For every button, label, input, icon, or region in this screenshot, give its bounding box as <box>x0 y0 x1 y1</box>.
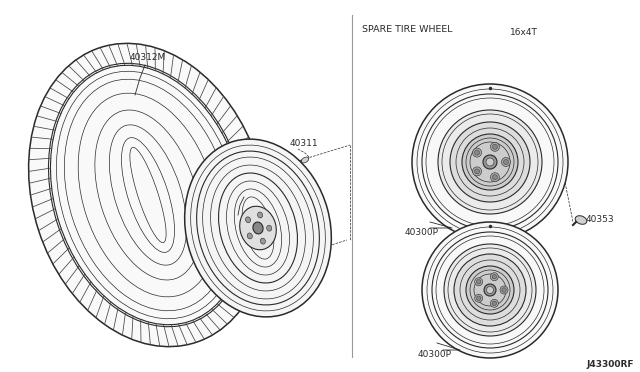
Ellipse shape <box>438 110 542 214</box>
Ellipse shape <box>450 122 530 202</box>
Text: 17x4T: 17x4T <box>510 210 538 219</box>
Ellipse shape <box>444 244 536 336</box>
Ellipse shape <box>502 157 511 167</box>
Ellipse shape <box>490 273 499 281</box>
Text: 40300P: 40300P <box>405 228 439 237</box>
Ellipse shape <box>476 296 481 301</box>
Ellipse shape <box>486 158 494 166</box>
Ellipse shape <box>422 222 558 358</box>
Ellipse shape <box>483 155 497 169</box>
Ellipse shape <box>253 222 263 234</box>
Text: 40311: 40311 <box>290 139 319 148</box>
Ellipse shape <box>260 238 266 244</box>
Ellipse shape <box>240 206 276 250</box>
Ellipse shape <box>492 275 497 279</box>
Ellipse shape <box>472 148 481 157</box>
Text: 40353: 40353 <box>586 215 614 224</box>
Ellipse shape <box>490 173 499 182</box>
Ellipse shape <box>490 299 499 307</box>
Ellipse shape <box>500 286 508 294</box>
Ellipse shape <box>267 225 272 231</box>
Ellipse shape <box>476 280 481 284</box>
Ellipse shape <box>474 169 479 174</box>
Ellipse shape <box>575 216 587 224</box>
Ellipse shape <box>472 167 481 176</box>
Ellipse shape <box>475 278 483 286</box>
Ellipse shape <box>502 288 506 292</box>
Text: 40300P: 40300P <box>222 186 256 195</box>
Ellipse shape <box>492 175 497 180</box>
Ellipse shape <box>462 134 518 190</box>
Ellipse shape <box>454 254 526 326</box>
Ellipse shape <box>29 44 268 347</box>
Ellipse shape <box>185 139 332 317</box>
Ellipse shape <box>492 301 497 305</box>
Ellipse shape <box>504 160 509 164</box>
Ellipse shape <box>474 150 479 155</box>
Ellipse shape <box>475 294 483 302</box>
Text: 40300P: 40300P <box>418 350 452 359</box>
Ellipse shape <box>484 284 496 296</box>
Ellipse shape <box>412 84 568 240</box>
Ellipse shape <box>301 157 308 163</box>
Ellipse shape <box>490 142 499 151</box>
Ellipse shape <box>246 217 251 223</box>
Text: 40312M: 40312M <box>130 53 166 62</box>
Ellipse shape <box>486 286 493 294</box>
Text: 16x4T: 16x4T <box>510 28 538 37</box>
Text: SPARE TIRE WHEEL: SPARE TIRE WHEEL <box>362 25 452 34</box>
Ellipse shape <box>492 144 497 149</box>
Ellipse shape <box>466 266 514 314</box>
Ellipse shape <box>247 233 252 239</box>
Ellipse shape <box>257 212 262 218</box>
Text: J43300RF: J43300RF <box>586 360 634 369</box>
